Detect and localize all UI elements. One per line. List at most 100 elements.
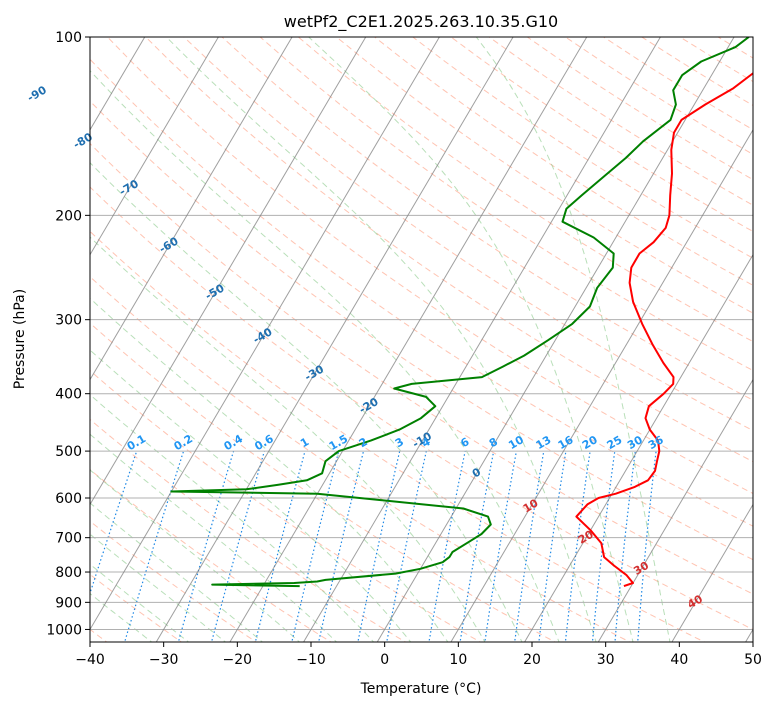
x-tick-label: 40	[670, 652, 688, 668]
dry-adiabat	[90, 520, 258, 642]
isotherm	[524, 253, 753, 642]
moist-adiabat	[475, 37, 671, 642]
y-tick-label: 300	[55, 313, 82, 329]
moist-adiabat	[308, 37, 634, 642]
isotherm	[376, 37, 735, 642]
dry-adiabat	[90, 142, 753, 595]
isotherm-label: 10	[521, 496, 541, 515]
y-axis-label: Pressure (hPa)	[12, 289, 28, 389]
x-tick-label: 0	[380, 652, 389, 668]
dry-adiabat	[679, 37, 753, 83]
mixing-ratio-line	[90, 450, 138, 596]
mixing-ratio-label: 1	[298, 435, 311, 450]
x-tick-label: −10	[296, 652, 326, 668]
isotherm-label: 20	[576, 528, 596, 547]
mixing-ratio-labels: 0.1 0.2 0.4 0.6 1 1.5 2 3 4 6 8 10 13 16 20 25 30 36	[125, 432, 666, 453]
x-tick-label: 10	[449, 652, 467, 668]
isotherm	[229, 37, 588, 642]
isotherm-label: -90	[25, 83, 49, 104]
x-tick-label: −30	[149, 652, 179, 668]
isotherm	[90, 37, 219, 256]
isotherm-label: 40	[685, 592, 705, 611]
dry-adiabat	[90, 58, 753, 527]
chart-title: wetPf2_C2E1.2025.263.10.35.G10	[284, 12, 558, 32]
isotherm-label: -30	[302, 362, 326, 383]
mixing-ratio-line	[428, 450, 466, 642]
isotherm-label: -70	[117, 177, 141, 198]
x-tick-label: 30	[597, 652, 615, 668]
isotherm	[450, 128, 753, 642]
mixing-ratio-line	[123, 450, 185, 642]
moist-adiabats	[90, 37, 671, 642]
moist-adiabat	[90, 433, 338, 642]
y-tick-label: 500	[55, 444, 82, 460]
plot-frame	[89, 36, 754, 643]
isotherm	[90, 37, 367, 506]
y-tick-label: 900	[55, 595, 82, 611]
mixing-ratio-line	[538, 451, 567, 642]
dry-adiabat	[107, 37, 753, 495]
mixing-ratio-label: 1.5	[327, 432, 350, 453]
mixing-ratio-label: 30	[625, 433, 645, 452]
dewpoint-profile-line	[170, 37, 750, 588]
moist-adiabat	[90, 162, 523, 642]
series-layer	[170, 37, 753, 588]
dry-adiabat	[412, 37, 753, 259]
mixing-ratio-label: 2	[357, 435, 370, 450]
y-tick-label: 100	[55, 30, 82, 46]
dry-adiabat	[336, 37, 753, 314]
isotherm-label: 30	[631, 559, 651, 578]
mixing-ratio-label: 36	[646, 433, 666, 452]
moist-adiabat	[90, 394, 375, 642]
mixing-ratio-line	[291, 450, 340, 642]
y-tick-label: 600	[55, 491, 82, 507]
dry-adiabat	[90, 468, 332, 642]
dry-adiabat	[717, 37, 753, 59]
dry-adiabat	[374, 37, 753, 286]
mixing-ratio-line	[254, 450, 306, 642]
mixing-ratio-label: 20	[580, 433, 600, 452]
mixing-ratio-line	[318, 450, 365, 642]
dry-adiabat	[221, 37, 753, 401]
dry-adiabat	[90, 418, 407, 642]
background-lines	[90, 37, 753, 642]
moist-adiabat	[90, 236, 486, 642]
dry-adiabat	[603, 37, 753, 131]
dry-adiabat	[565, 37, 753, 156]
y-tick-label: 800	[55, 565, 82, 581]
mixing-ratio-label: 0.1	[125, 432, 148, 453]
isotherm	[155, 37, 514, 642]
mixing-ratio-label: 13	[534, 433, 554, 452]
mixing-ratio-label: 10	[506, 433, 526, 452]
moist-adiabat	[90, 533, 227, 642]
mixing-ratio-line	[177, 450, 235, 642]
y-tick-label: 700	[55, 531, 82, 547]
mixing-ratio-label: 3	[393, 435, 406, 450]
mixing-ratio-label: 0.6	[252, 432, 276, 453]
dry-adiabat	[641, 37, 753, 107]
isotherm-label: -20	[357, 395, 381, 416]
moist-adiabat	[90, 502, 264, 642]
y-tick-label: 200	[55, 208, 82, 224]
mixing-ratio-line	[386, 450, 427, 642]
x-axis: −40 −30 −20 −10 0 10 20 30 40 50	[75, 642, 762, 668]
isotherm-label: 0	[470, 465, 483, 480]
isotherm	[303, 37, 661, 642]
mixing-ratio-line	[357, 450, 401, 642]
mixing-ratio-label: 25	[605, 433, 625, 452]
dry-adiabat	[488, 37, 753, 206]
mixing-ratio-line	[564, 451, 591, 642]
x-tick-label: 50	[744, 652, 762, 668]
y-tick-label: 400	[55, 387, 82, 403]
dry-adiabat	[90, 100, 753, 561]
mixing-ratio-line	[210, 450, 265, 642]
x-tick-label: −40	[75, 652, 105, 668]
mixing-ratio-line	[614, 451, 636, 642]
mixing-ratio-lines	[90, 450, 657, 642]
dry-adiabat	[450, 37, 753, 233]
mixing-ratio-line	[484, 450, 517, 642]
pressure-gridlines	[90, 37, 753, 630]
y-tick-label: 1000	[46, 622, 82, 638]
